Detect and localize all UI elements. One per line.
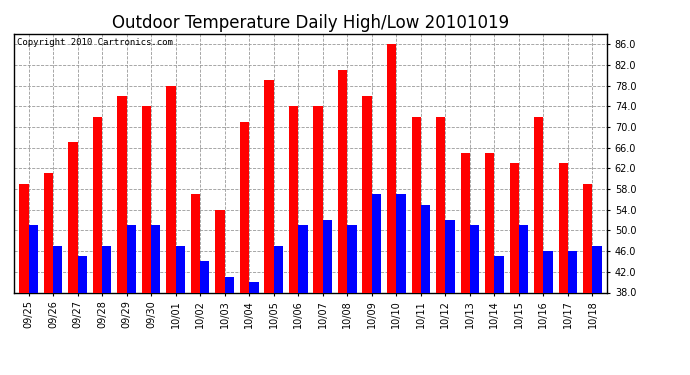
Bar	[323, 220, 332, 292]
Bar	[264, 80, 274, 292]
Bar	[485, 153, 495, 292]
Bar	[519, 225, 529, 292]
Bar	[151, 225, 161, 292]
Bar	[568, 251, 578, 292]
Bar	[436, 117, 445, 292]
Bar	[421, 204, 430, 292]
Bar	[102, 246, 111, 292]
Bar	[559, 163, 568, 292]
Bar	[372, 194, 381, 292]
Bar	[593, 246, 602, 292]
Bar	[249, 282, 259, 292]
Bar	[19, 184, 28, 292]
Bar	[68, 142, 77, 292]
Bar	[176, 246, 185, 292]
Bar	[126, 225, 136, 292]
Bar	[544, 251, 553, 292]
Bar	[338, 70, 347, 292]
Bar	[396, 194, 406, 292]
Bar	[215, 210, 225, 292]
Bar	[347, 225, 357, 292]
Bar	[298, 225, 308, 292]
Bar	[445, 220, 455, 292]
Bar	[225, 277, 234, 292]
Bar	[362, 96, 372, 292]
Bar	[274, 246, 283, 292]
Title: Outdoor Temperature Daily High/Low 20101019: Outdoor Temperature Daily High/Low 20101…	[112, 14, 509, 32]
Bar	[470, 225, 479, 292]
Bar	[460, 153, 470, 292]
Bar	[534, 117, 544, 292]
Bar	[92, 117, 102, 292]
Text: Copyright 2010 Cartronics.com: Copyright 2010 Cartronics.com	[17, 38, 172, 46]
Bar	[583, 184, 593, 292]
Bar	[240, 122, 249, 292]
Bar	[411, 117, 421, 292]
Bar	[313, 106, 323, 292]
Bar	[191, 194, 200, 292]
Bar	[200, 261, 210, 292]
Bar	[289, 106, 298, 292]
Bar	[510, 163, 519, 292]
Bar	[117, 96, 126, 292]
Bar	[53, 246, 62, 292]
Bar	[142, 106, 151, 292]
Bar	[77, 256, 87, 292]
Bar	[43, 174, 53, 292]
Bar	[28, 225, 38, 292]
Bar	[495, 256, 504, 292]
Bar	[166, 86, 176, 292]
Bar	[387, 44, 396, 292]
